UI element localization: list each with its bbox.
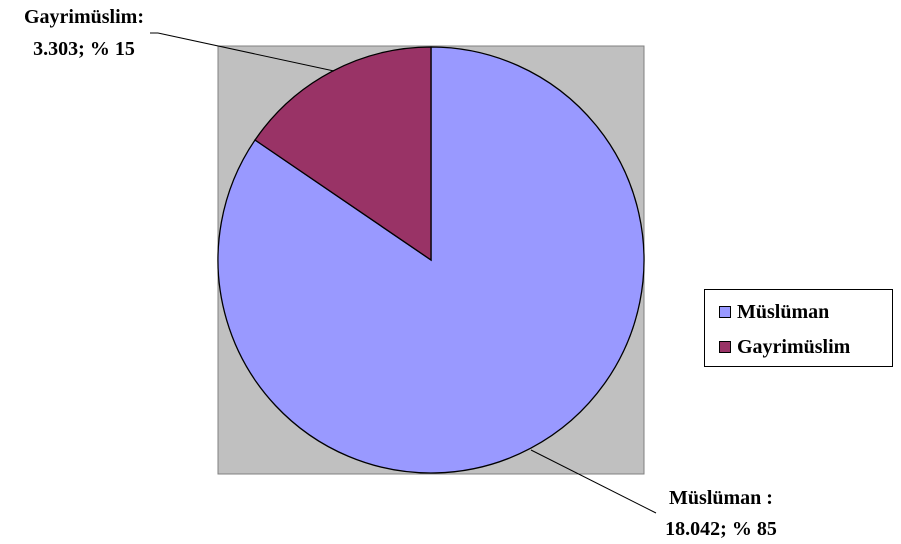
legend-swatch-gayrimuslim: [719, 341, 731, 353]
legend-item-gayrimuslim: Gayrimüslim: [719, 335, 850, 359]
leader-line-musluman: [530, 449, 657, 514]
legend-label-musluman: Müslüman: [737, 300, 830, 323]
label-gayrimuslim-name: Gayrimüslim:: [24, 6, 144, 28]
legend-label-gayrimuslim: Gayrimüslim: [737, 335, 851, 358]
legend-swatch-musluman: [719, 306, 731, 318]
chart-legend: Müslüman Gayrimüslim: [704, 289, 893, 367]
label-musluman-name: Müslüman :: [669, 487, 773, 509]
label-gayrimuslim-value: 3.303; % 15: [33, 38, 135, 60]
legend-item-musluman: Müslüman: [719, 300, 829, 324]
leader-line-gayrimuslim: [157, 32, 335, 72]
pie-slice-gayrimuslim: [254, 46, 432, 262]
pie-slices: [217, 46, 645, 474]
label-musluman-value: 18.042; % 85: [665, 518, 777, 540]
